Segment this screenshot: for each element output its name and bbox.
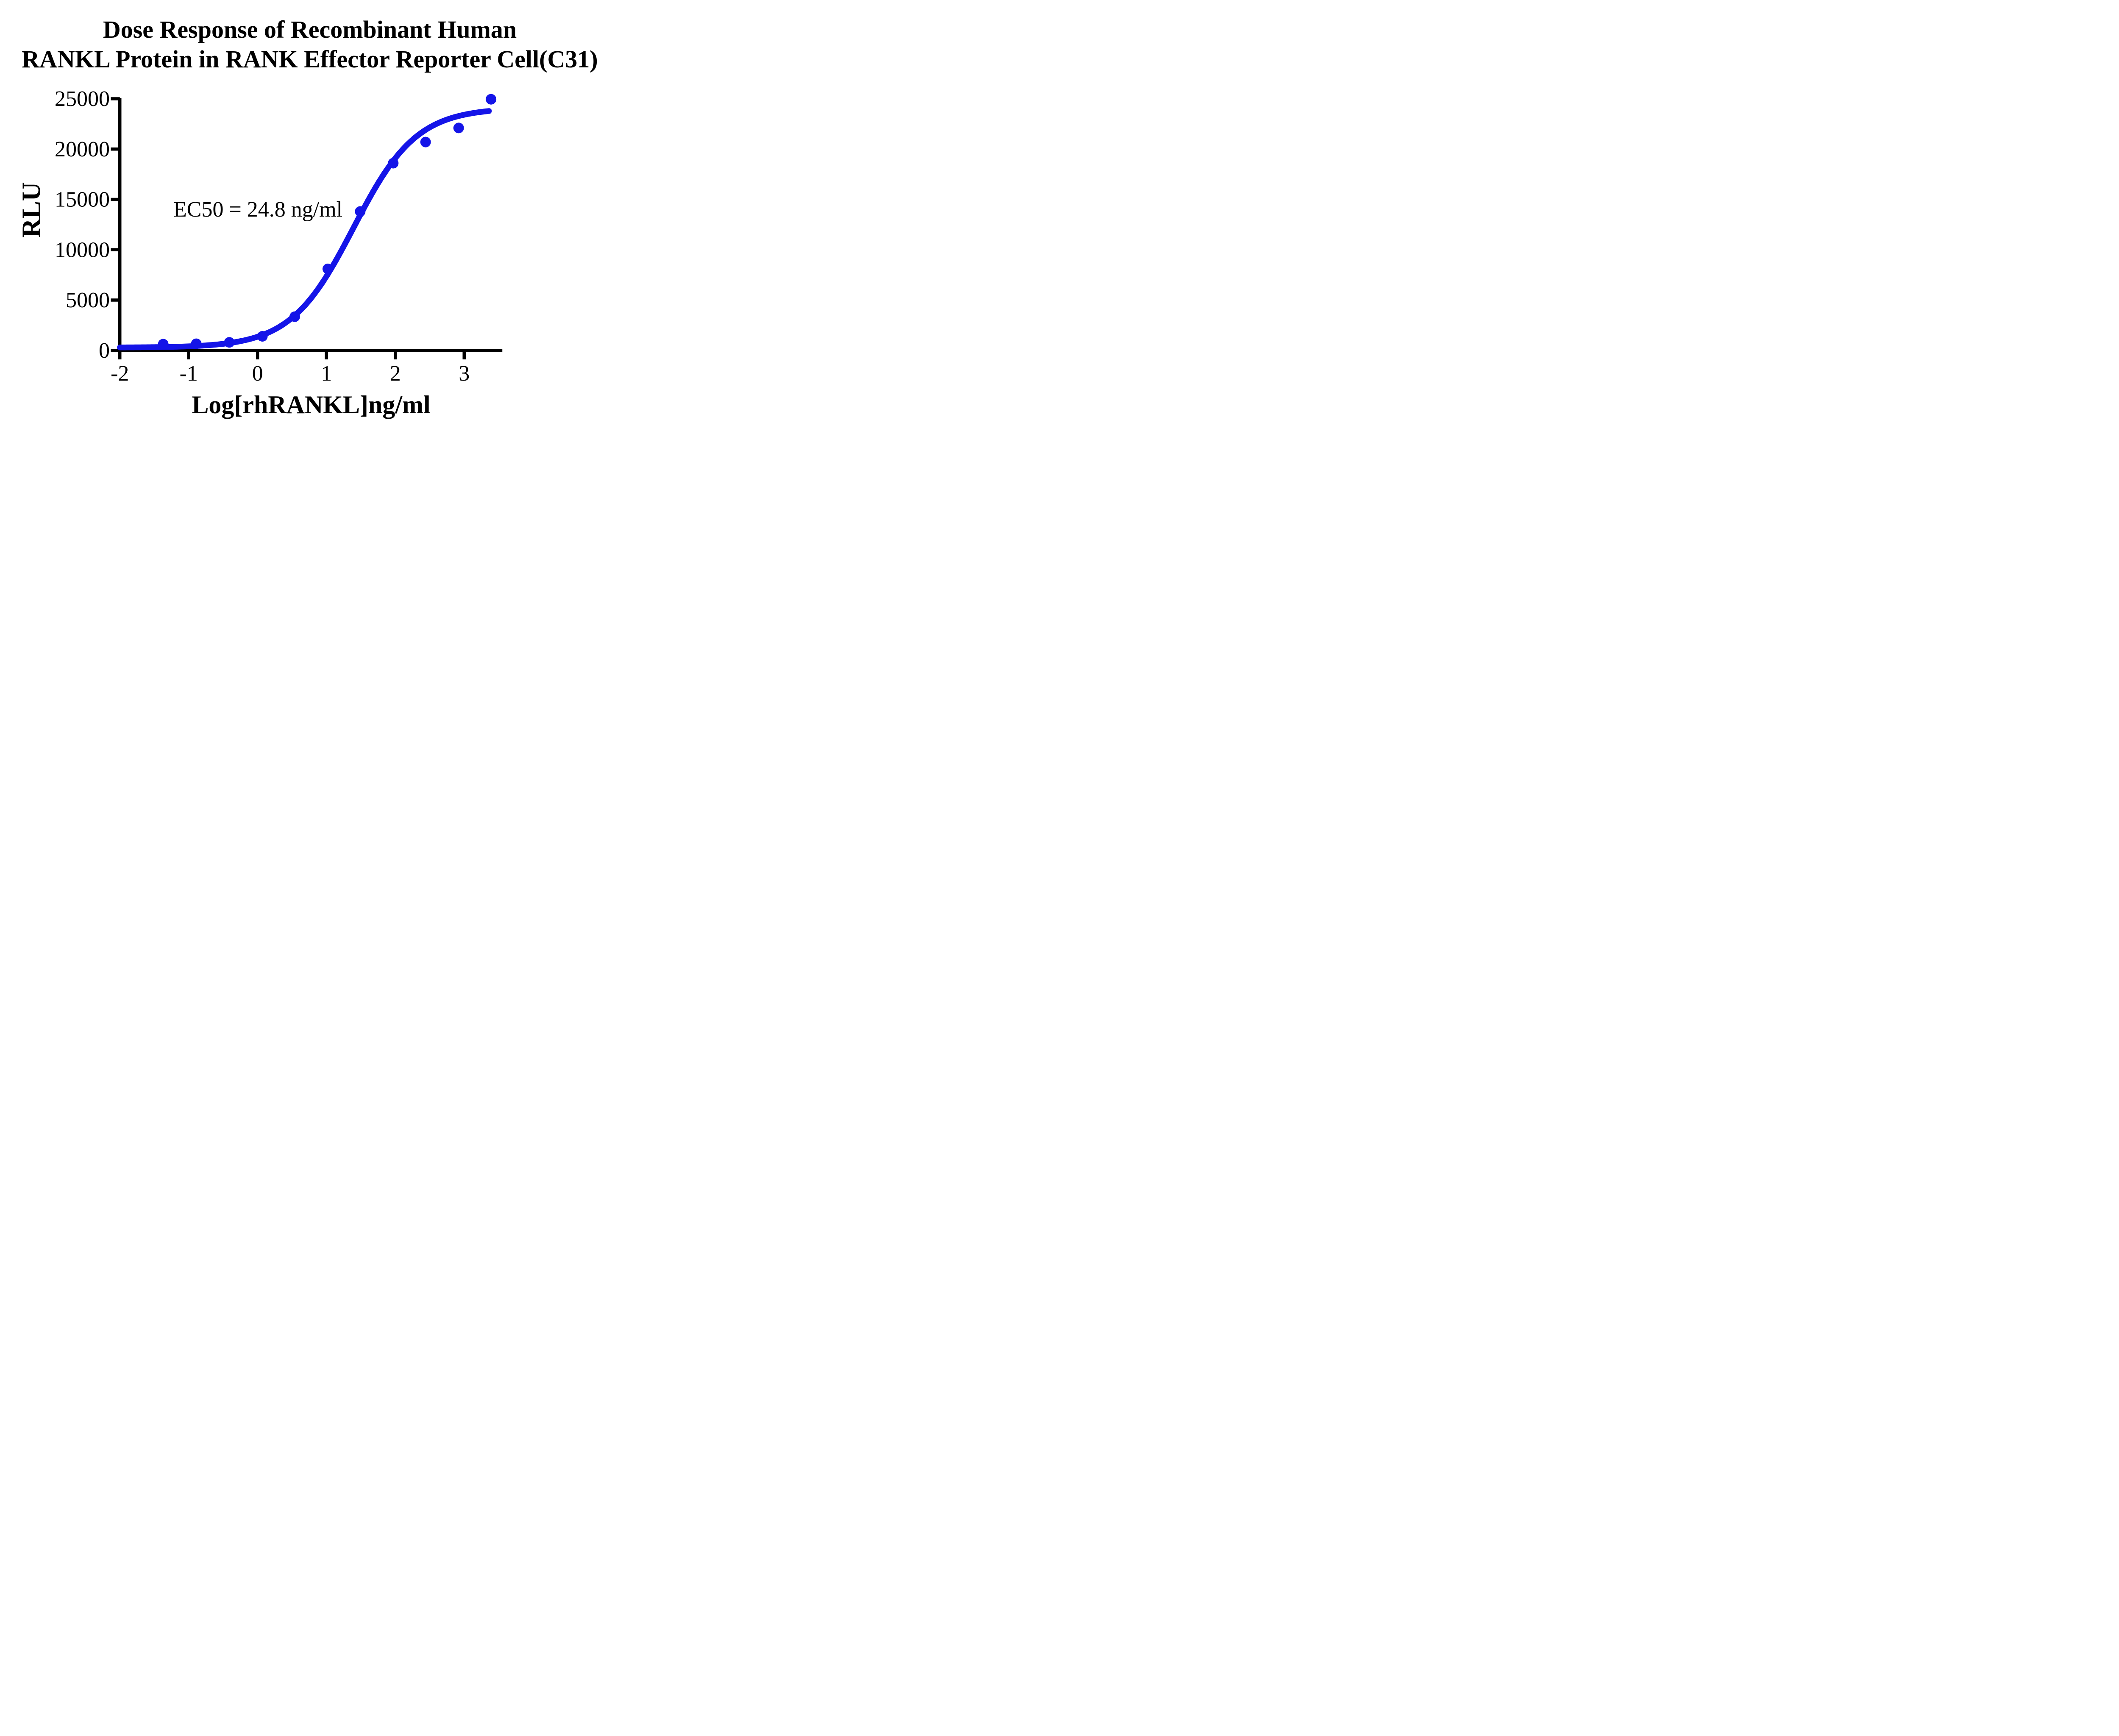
- chart-title-line2: RANKL Protein in RANK Effector Reporter …: [22, 45, 598, 73]
- chart-title: Dose Response of Recombinant Human RANKL…: [6, 15, 614, 74]
- data-point: [453, 122, 464, 134]
- plot-area: -2 -1 0 1 2 3 0 5000 10000 15000 20000 25000: [55, 87, 503, 386]
- data-point: [420, 136, 431, 147]
- y-tick-label: 25000: [55, 87, 110, 111]
- data-point: [289, 311, 300, 322]
- x-tick-label: 0: [252, 362, 263, 386]
- y-tick-label: 15000: [55, 188, 110, 212]
- data-point: [224, 337, 235, 348]
- y-tick-label: 5000: [66, 288, 110, 312]
- x-axis-title: Log[rhRANKL]ng/ml: [192, 391, 431, 419]
- data-point: [388, 158, 399, 169]
- data-point: [355, 206, 366, 217]
- x-tick-label: 2: [390, 362, 401, 386]
- data-point: [486, 94, 497, 105]
- data-point: [323, 263, 333, 274]
- chart-title-line1: Dose Response of Recombinant Human: [103, 16, 517, 43]
- y-tick-label: 10000: [55, 238, 110, 262]
- data-point: [158, 339, 169, 350]
- data-point: [257, 331, 268, 342]
- y-tick-label: 20000: [55, 137, 110, 161]
- data-point: [191, 338, 202, 349]
- dose-response-figure: Dose Response of Recombinant Human RANKL…: [0, 0, 614, 434]
- x-tick-label: 3: [459, 362, 470, 386]
- y-tick-label: 0: [99, 339, 110, 363]
- x-tick-label: -2: [111, 362, 129, 386]
- fit-curve: [117, 108, 492, 351]
- x-tick-label: -1: [180, 362, 198, 386]
- x-tick-label: 1: [321, 362, 332, 386]
- ec50-annotation: EC50 = 24.8 ng/ml: [173, 198, 343, 222]
